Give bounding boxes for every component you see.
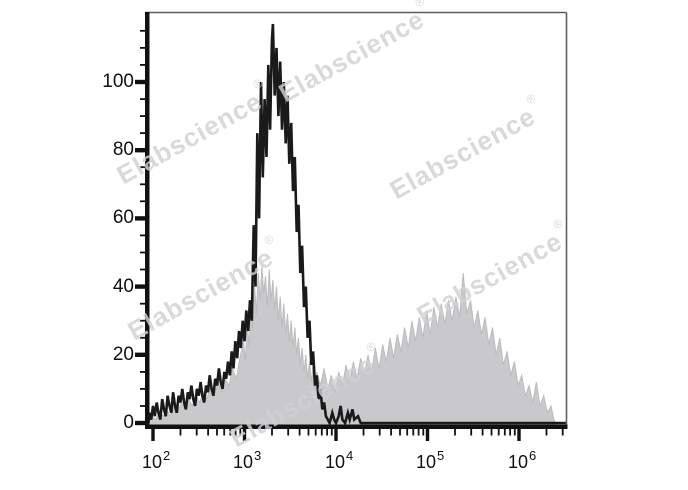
y-minor-tick [140,64,146,66]
x-major-tick [425,429,430,441]
x-axis-tick-label: 105 [416,448,445,472]
y-major-tick [135,216,146,221]
y-axis-tick-label: 100 [102,71,134,92]
y-minor-tick [140,98,146,100]
x-minor-tick [503,429,506,436]
y-major-tick [135,284,146,289]
y-minor-tick [140,251,146,254]
y-minor-tick [140,47,146,49]
x-minor-tick [179,429,182,436]
x-minor-tick [326,429,328,436]
x-axis-tick-label: 102 [142,448,171,472]
black-outline-histogram [147,23,566,427]
x-major-tick [151,429,155,441]
y-axis-tick-label: 40 [112,276,134,297]
y-minor-tick [140,132,146,134]
y-minor-tick [140,405,146,407]
y-major-tick [135,352,146,357]
y-minor-tick [140,29,146,32]
y-minor-tick [140,388,146,390]
x-minor-tick [406,429,409,436]
x-minor-tick [378,429,381,436]
y-axis-tick-label: 60 [112,207,134,228]
y-minor-tick [140,200,146,203]
y-axis-tick-label: 0 [123,412,134,433]
x-minor-tick [320,429,323,436]
x-minor-tick [513,429,516,436]
x-axis-tick-label: 103 [233,448,262,472]
x-minor-tick [298,429,301,436]
y-major-tick [135,79,146,85]
x-major-tick [334,429,338,441]
y-axis-spine [145,12,150,429]
x-minor-tick [545,429,548,436]
x-minor-tick [509,429,511,436]
y-minor-tick [140,234,146,237]
x-minor-tick [390,429,392,436]
gray-filled-histogram [147,266,557,426]
x-minor-tick [330,429,333,436]
x-minor-tick [223,429,226,436]
x-major-tick [517,429,521,441]
x-minor-tick [417,429,420,436]
x-axis-tick-label: 104 [325,448,354,472]
y-axis-tick-label: 80 [112,139,134,160]
y-minor-tick [140,302,146,305]
x-minor-tick [362,429,365,436]
y-minor-tick [140,268,146,271]
x-minor-tick [195,429,198,436]
x-minor-tick [490,429,493,436]
x-minor-tick [412,429,415,436]
x-minor-tick [422,429,425,436]
y-major-tick [135,420,146,426]
y-minor-tick [140,319,146,322]
y-minor-tick [140,336,146,339]
x-minor-tick [307,429,310,436]
x-minor-tick [497,429,500,436]
x-minor-tick [470,429,473,436]
y-axis-tick-label: 20 [112,344,134,365]
y-minor-tick [140,371,146,373]
x-minor-tick [239,429,242,436]
x-minor-tick [271,429,273,436]
x-minor-tick [561,429,564,436]
x-axis-spine [145,424,568,429]
x-minor-tick [234,429,237,436]
x-minor-tick [229,429,232,436]
x-minor-tick [287,429,290,436]
x-minor-tick [207,429,209,436]
y-minor-tick [140,115,146,117]
x-minor-tick [399,429,401,436]
x-minor-tick [314,429,317,436]
x-minor-tick [216,429,218,436]
y-major-tick [135,148,146,153]
y-minor-tick [140,166,146,169]
x-minor-tick [454,429,456,436]
x-axis-tick-label: 106 [508,448,537,472]
x-major-tick [242,429,247,441]
y-minor-tick [140,183,146,186]
x-minor-tick [481,429,484,436]
